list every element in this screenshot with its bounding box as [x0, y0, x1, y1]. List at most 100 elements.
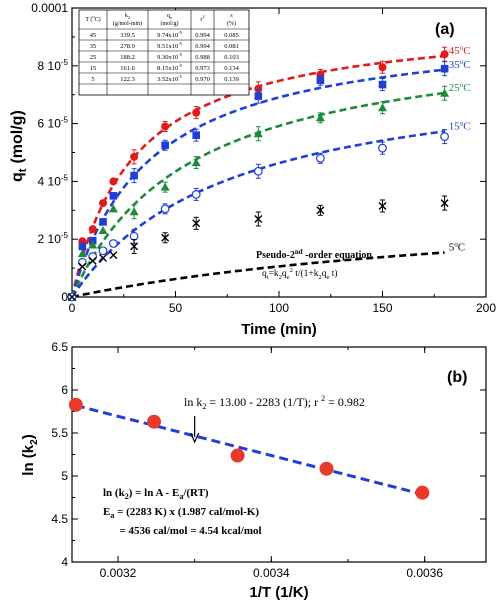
kinetic-parameter-table: T (oC) k2(g/mol-min) qe(mol/g) r2 s(%) 45 339.… [78, 9, 250, 96]
x-tick-label-a: 0 [69, 301, 76, 315]
table-cell: 0.994 [195, 32, 210, 39]
table-header: T (oC) [85, 14, 100, 23]
data-point-5C [192, 216, 201, 230]
table-cell: 35 [90, 43, 97, 50]
fit-line-label: ln k2 = 13.00 - 2283 (1/T); r 2 = 0.982 [184, 394, 365, 411]
y-tick-label-b: 4.5 [51, 512, 68, 526]
table-cell: 188.2 [120, 54, 135, 61]
equation-line-1: ln (k2) = ln A - Ea/(RT) [103, 487, 209, 501]
data-point-5C [68, 293, 76, 301]
data-point-35C [161, 139, 169, 151]
table-cell: 9.51x10-5 [157, 41, 183, 50]
series-label-25C: 25oC [449, 81, 471, 94]
y-axis-label-a: qt(mol/g) [9, 110, 29, 182]
fit-curve-5C [71, 251, 445, 299]
x-tick-label-b: 0.0034 [253, 566, 290, 580]
table-header-unit: (g/mol-min) [113, 20, 142, 27]
y-axis-label-b: ln (k2) [20, 434, 40, 475]
y-tick-label-a: 4 10-5 [38, 173, 69, 188]
table-cell: 9.30x10-5 [157, 52, 183, 61]
series-label-35C: 35oC [449, 58, 471, 71]
data-point-5C [99, 253, 108, 262]
data-point-5C [161, 232, 170, 244]
data-point-35C [192, 128, 200, 142]
table-cell: 45 [90, 32, 97, 39]
x-tick-label-a: 100 [269, 301, 289, 315]
table-cell: 0.085 [224, 32, 239, 39]
x-axis-label-b: 1/T (1/K) [249, 584, 308, 601]
table-cell: 0.973 [195, 65, 210, 72]
data-point-5C [440, 195, 449, 211]
data-point-5C [130, 238, 139, 254]
data-point-lnk2 [415, 485, 430, 500]
data-point-45C [130, 149, 139, 165]
table-cell: 0.970 [195, 76, 210, 83]
x-axis-label-a: Time (min) [241, 321, 317, 338]
series-label-45C: 45oC [449, 44, 471, 57]
table-cell: 0.134 [224, 65, 239, 72]
table-cell: 9.74x10-5 [157, 30, 183, 39]
data-point-15C [108, 239, 118, 248]
x-tick-label-b: 0.0036 [406, 566, 443, 580]
table-header-unit: (%) [227, 20, 236, 27]
table-cell: 0.988 [195, 54, 210, 61]
data-point-45C [88, 225, 97, 234]
table-cell: 15 [90, 65, 97, 72]
data-point-15C [129, 228, 139, 244]
table-cell: 25 [90, 54, 97, 61]
y-tick-label-a: 8 10-5 [38, 58, 69, 73]
model-title-annotation: Pseudo-2nd -order equation [256, 248, 372, 261]
data-point-35C [109, 192, 118, 200]
data-point-5C [254, 211, 263, 227]
data-point-25C [98, 226, 108, 235]
table-cell: 8.15x10-5 [157, 63, 183, 72]
data-point-45C [192, 106, 201, 120]
data-point-15C [316, 152, 325, 164]
data-point-25C [129, 204, 139, 220]
data-point-45C [99, 199, 108, 208]
data-point-25C [160, 181, 170, 193]
data-point-45C [440, 46, 449, 62]
table-header: k2 [125, 13, 130, 20]
data-point-15C [378, 141, 387, 155]
data-point-25C [77, 249, 87, 258]
x-tick-label-a: 200 [476, 301, 496, 315]
y-tick-label-a: 6 10-5 [38, 116, 69, 131]
data-point-15C [440, 129, 450, 145]
y-tick-label-b: 5 [61, 469, 68, 483]
x-tick-label-b: 0.0032 [100, 566, 137, 580]
series-label-5C: 5oC [449, 241, 465, 254]
y-tick-label-a: 2 10-5 [38, 231, 69, 246]
data-point-35C [78, 242, 87, 251]
table-cell: 0.139 [224, 76, 239, 83]
data-point-5C [109, 251, 118, 260]
data-point-35C [99, 218, 107, 226]
table-header-unit: (mol/g) [161, 20, 179, 27]
table-frame [78, 9, 250, 96]
data-point-lnk2 [230, 448, 245, 463]
panel-b: 0.0032 0.0034 0.0036 4 4.5 5 5.5 6 6.5 ln (k2) 1… [20, 340, 487, 601]
fit-curve-25C [70, 91, 445, 298]
data-point-25C [88, 240, 98, 249]
data-point-15C [191, 187, 201, 201]
equation-line-2: Ea = (2283 K) x (1.987 cal/mol-K) [103, 506, 259, 520]
data-point-5C [88, 256, 97, 265]
data-point-45C [109, 177, 118, 186]
table-header: qe [167, 13, 172, 20]
equation-line-3: = 4536 cal/mol = 4.54 kcal/mol [103, 525, 262, 537]
table-header: s [230, 13, 233, 19]
data-point-lnk2 [319, 461, 334, 476]
data-point-lnk2 [68, 397, 83, 412]
data-point-15C [160, 203, 170, 215]
data-point-15C [98, 246, 108, 256]
data-point-5C [316, 204, 325, 216]
data-point-25C [440, 85, 450, 101]
data-point-45C [378, 60, 387, 74]
table-cell: 0.994 [195, 43, 210, 50]
data-point-5C [78, 262, 87, 271]
data-point-35C [254, 88, 263, 104]
table-cell: 0.103 [224, 54, 239, 61]
data-point-25C [108, 204, 118, 213]
data-point-lnk2 [147, 414, 162, 429]
panel-label-a: (a) [435, 21, 455, 38]
